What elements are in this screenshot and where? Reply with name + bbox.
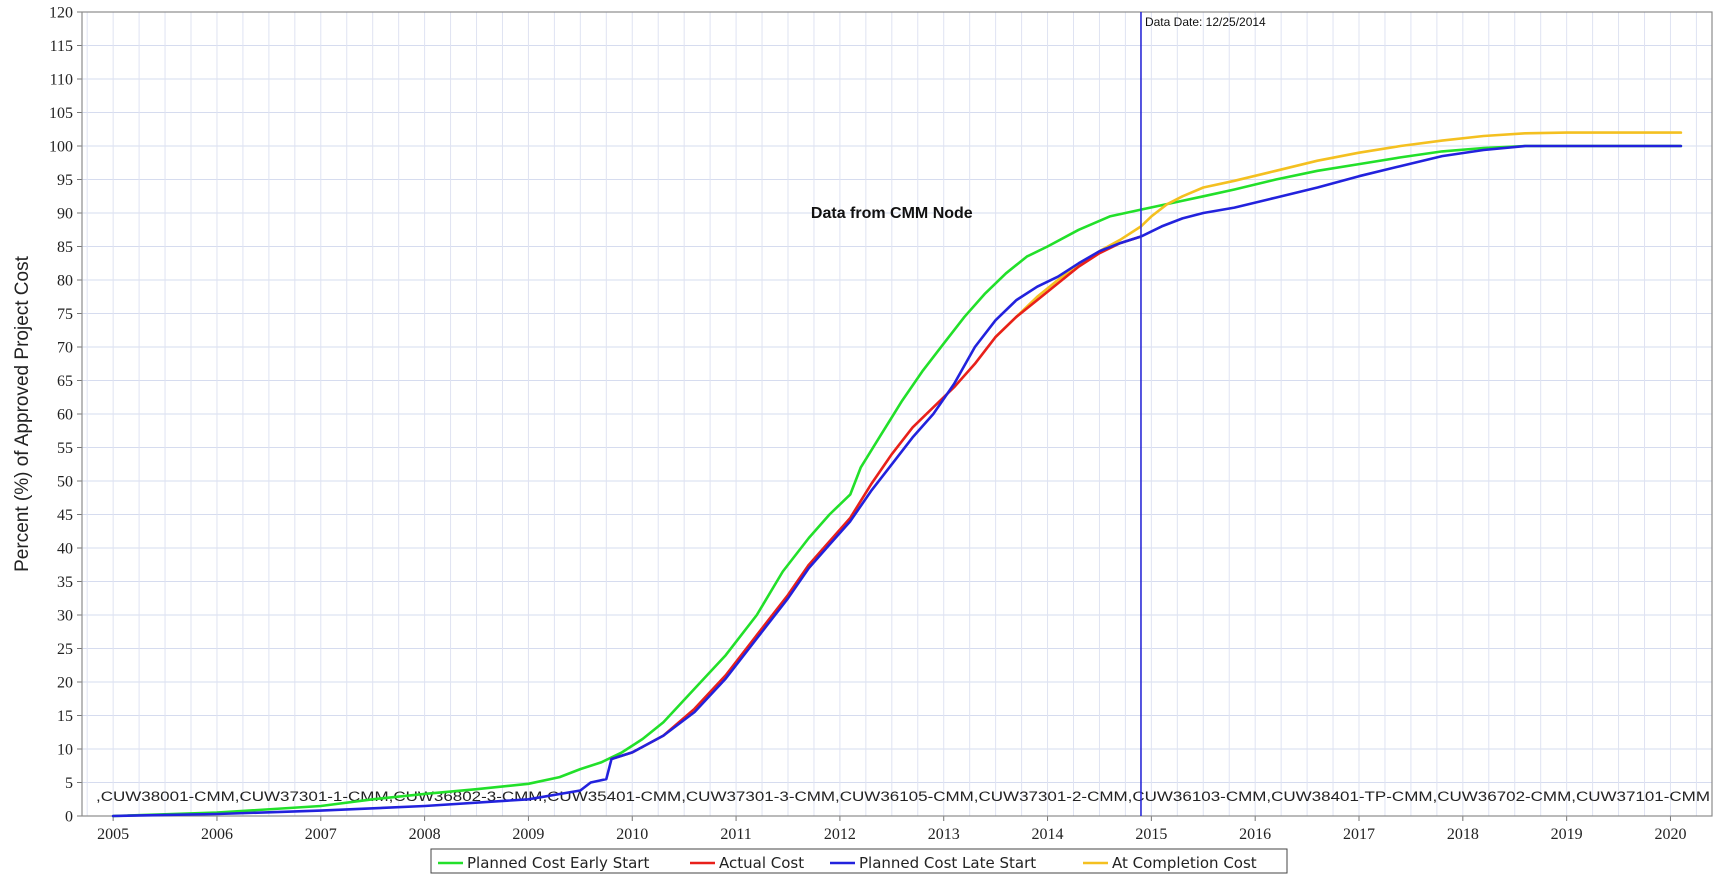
legend-frame — [430, 848, 1288, 874]
x-tick-label: 2016 — [1239, 826, 1271, 843]
grid — [82, 11, 1712, 817]
y-tick-label: 30 — [57, 608, 73, 625]
x-tick-label: 2013 — [928, 826, 960, 843]
x-tick-label: 2008 — [409, 826, 441, 843]
y-tick-label: 75 — [57, 306, 73, 323]
y-tick-label: 100 — [49, 139, 73, 156]
y-tick-label: 25 — [57, 641, 73, 658]
x-tick-label: 2011 — [720, 826, 751, 843]
series-line-planned-late — [111, 144, 1683, 818]
y-tick-label: 15 — [57, 708, 73, 725]
y-tick-label: 85 — [57, 239, 73, 256]
y-tick-label: 50 — [57, 474, 73, 491]
x-tick-label: 2017 — [1343, 826, 1375, 843]
legend: Planned Cost Early Start Actual Cost Pla… — [430, 848, 1288, 874]
series-lines — [111, 131, 1683, 818]
x-tick-label: 2010 — [616, 826, 648, 843]
legend-label-actual: Actual Cost — [719, 854, 804, 872]
y-tick-label: 10 — [57, 742, 73, 759]
y-tick-label: 20 — [57, 675, 73, 692]
y-tick-label: 0 — [65, 809, 73, 826]
y-tick-label: 55 — [57, 440, 73, 457]
y-tick-label: 60 — [57, 407, 73, 424]
y-tick-label: 70 — [57, 340, 73, 357]
legend-label-at-completion: At Completion Cost — [1112, 854, 1257, 872]
x-tick-label: 2014 — [1032, 826, 1064, 843]
x-tick-label: 2015 — [1135, 826, 1167, 843]
plot-frame — [81, 11, 1713, 817]
y-tick-label: 115 — [50, 38, 73, 55]
x-tick-label: 2009 — [512, 826, 544, 843]
legend-label-planned-late: Planned Cost Late Start — [859, 854, 1036, 872]
data-date-label: Data Date: 12/25/2014 — [1145, 15, 1266, 29]
y-tick-label: 65 — [57, 373, 73, 390]
series-line-planned-early — [111, 144, 1683, 818]
x-tick-label: 2018 — [1447, 826, 1479, 843]
series-line-at-completion — [994, 131, 1683, 339]
y-tick-label: 110 — [50, 72, 73, 89]
y-tick-label: 120 — [49, 5, 73, 22]
y-axis-label: Percent (%) of Approved Project Cost — [12, 255, 33, 571]
y-axis-ticks: 0 5 10 15 20 25 30 35 40 45 50 55 60 65 70 75 80 85 90 95 10… — [49, 5, 82, 826]
x-tick-label: 2007 — [305, 826, 337, 843]
y-tick-label: 105 — [49, 105, 73, 122]
y-tick-label: 40 — [57, 541, 73, 558]
x-axis-ticks: 2005 2006 2007 2008 2009 2010 2011 2012 2013 2014… — [97, 816, 1686, 843]
y-tick-label: 45 — [57, 507, 73, 524]
x-tick-label: 2012 — [824, 826, 856, 843]
y-tick-label: 95 — [57, 172, 73, 189]
y-tick-label: 80 — [57, 273, 73, 290]
legend-label-planned-early: Planned Cost Early Start — [467, 854, 649, 872]
project-ids-label: ,CUW38001-CMM,CUW37301-1-CMM,CUW36802-3-… — [96, 789, 1710, 804]
x-tick-label: 2005 — [97, 826, 129, 843]
y-tick-label: 35 — [57, 574, 73, 591]
y-tick-label: 90 — [57, 206, 73, 223]
series-line-actual — [610, 235, 1143, 761]
x-tick-label: 2006 — [201, 826, 233, 843]
x-tick-label: 2019 — [1551, 826, 1583, 843]
x-tick-label: 2020 — [1654, 826, 1686, 843]
y-tick-label: 5 — [65, 775, 73, 792]
data-source-annotation: Data from CMM Node — [811, 205, 973, 222]
